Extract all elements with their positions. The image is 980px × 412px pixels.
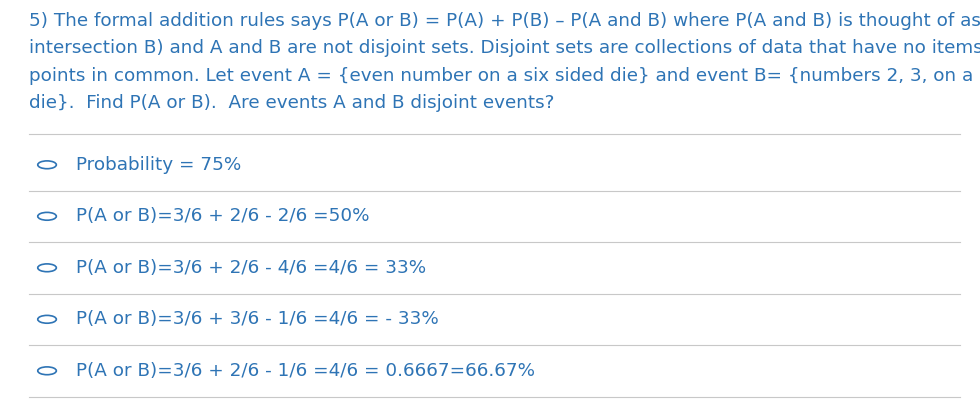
Text: 5) The formal addition rules says P(A or B) = P(A) + P(B) – P(A and B) where P(A: 5) The formal addition rules says P(A or… [29,12,980,112]
Text: P(A or B)=3/6 + 2/6 - 4/6 =4/6 = 33%: P(A or B)=3/6 + 2/6 - 4/6 =4/6 = 33% [76,259,426,277]
Text: P(A or B)=3/6 + 2/6 - 2/6 =50%: P(A or B)=3/6 + 2/6 - 2/6 =50% [76,207,369,225]
Text: Probability = 75%: Probability = 75% [76,156,242,174]
Text: P(A or B)=3/6 + 2/6 - 1/6 =4/6 = 0.6667=66.67%: P(A or B)=3/6 + 2/6 - 1/6 =4/6 = 0.6667=… [76,362,535,380]
Text: P(A or B)=3/6 + 3/6 - 1/6 =4/6 = - 33%: P(A or B)=3/6 + 3/6 - 1/6 =4/6 = - 33% [76,310,439,328]
